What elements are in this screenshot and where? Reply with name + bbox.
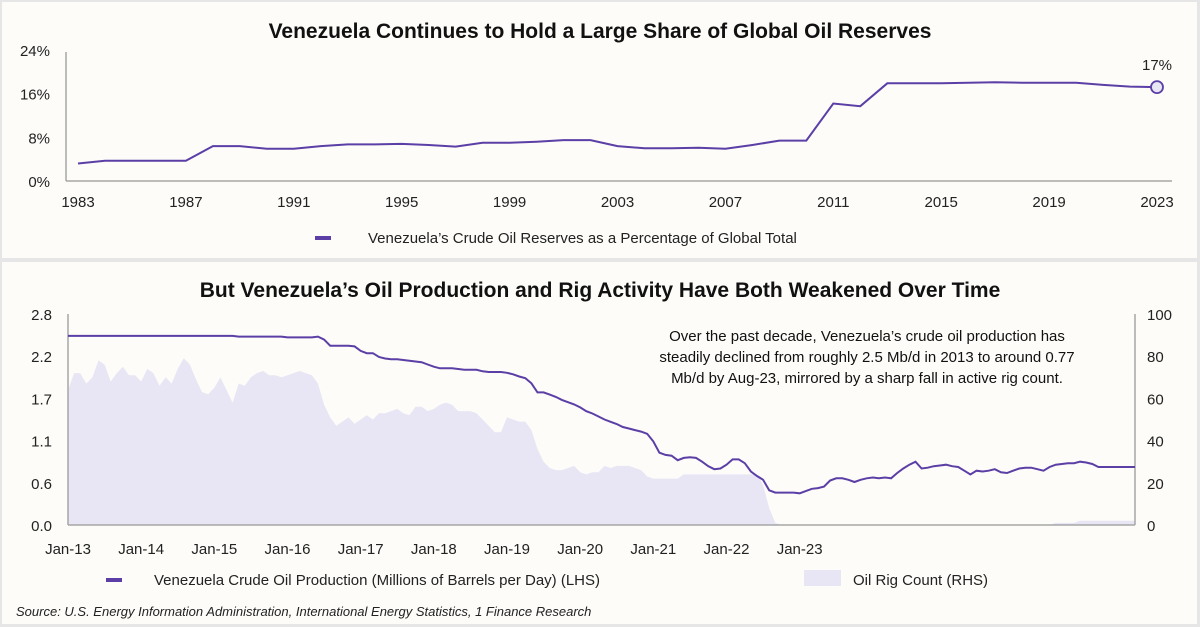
right-y-tick-label: 60	[1147, 391, 1164, 408]
x-tick-label: 2011	[817, 194, 849, 211]
production-legend-swatch	[106, 578, 122, 582]
reserves-last-value-label: 17%	[1142, 57, 1172, 74]
reserves-legend: Venezuela’s Crude Oil Reserves as a Perc…	[315, 230, 797, 247]
left-y-tick-label: 0.6	[31, 476, 52, 493]
production-chart-panel: But Venezuela’s Oil Production and Rig A…	[2, 262, 1197, 624]
production-legend: Venezuela Crude Oil Production (Millions…	[106, 570, 988, 589]
x-tick-label: 2023	[1140, 194, 1173, 211]
y-tick-label: 8%	[28, 130, 50, 147]
right-y-tick-label: 0	[1147, 518, 1155, 535]
y-tick-label: 0%	[28, 174, 50, 191]
reserves-chart: Venezuela Continues to Hold a Large Shar…	[20, 20, 1174, 247]
production-annotation: Over the past decade, Venezuela’s crude …	[659, 328, 1074, 387]
rig-count-legend-label: Oil Rig Count (RHS)	[853, 572, 988, 589]
x-tick-label: 1991	[277, 194, 310, 211]
x-tick-label: Jan-16	[265, 541, 311, 558]
x-tick-label: 1983	[61, 194, 94, 211]
annotation-line-3: Mb/d by Aug-23, mirrored by a sharp fall…	[671, 370, 1063, 387]
x-tick-label: 1995	[385, 194, 418, 211]
annotation-line-1: Over the past decade, Venezuela’s crude …	[669, 328, 1065, 345]
y-tick-label: 16%	[20, 87, 50, 104]
reserves-last-point-marker	[1150, 80, 1164, 95]
left-y-tick-label: 2.2	[31, 349, 52, 366]
x-tick-label: Jan-23	[777, 541, 823, 558]
left-y-tick-label: 0.0	[31, 518, 52, 535]
x-tick-label: Jan-18	[411, 541, 457, 558]
left-y-tick-label: 1.1	[31, 434, 52, 451]
x-tick-label: Jan-13	[45, 541, 91, 558]
reserves-series-line	[77, 81, 1158, 165]
right-y-tick-label: 80	[1147, 349, 1164, 366]
production-legend-label: Venezuela Crude Oil Production (Millions…	[154, 572, 600, 589]
x-tick-label: 1999	[493, 194, 526, 211]
x-tick-label: 2007	[709, 194, 742, 211]
left-y-tick-label: 1.7	[31, 391, 52, 408]
rig-count-legend-swatch	[804, 570, 841, 586]
x-tick-label: Jan-21	[630, 541, 676, 558]
production-chart-title: But Venezuela’s Oil Production and Rig A…	[200, 279, 1001, 302]
reserves-chart-panel: Venezuela Continues to Hold a Large Shar…	[2, 2, 1197, 258]
left-y-tick-label: 2.8	[31, 307, 52, 324]
reserves-legend-swatch	[315, 236, 331, 240]
reserves-chart-title: Venezuela Continues to Hold a Large Shar…	[269, 20, 932, 43]
annotation-line-2: steadily declined from roughly 2.5 Mb/d …	[659, 349, 1074, 366]
x-tick-label: 2015	[925, 194, 958, 211]
x-tick-label: Jan-14	[118, 541, 164, 558]
x-tick-label: Jan-19	[484, 541, 530, 558]
x-tick-label: Jan-20	[557, 541, 603, 558]
x-tick-label: 2003	[601, 194, 634, 211]
right-y-tick-label: 100	[1147, 307, 1172, 324]
production-chart: But Venezuela’s Oil Production and Rig A…	[16, 279, 1172, 619]
right-y-tick-label: 40	[1147, 434, 1164, 451]
x-tick-label: 2019	[1032, 194, 1065, 211]
y-tick-label: 24%	[20, 43, 50, 60]
rig-count-area	[68, 358, 1135, 525]
x-tick-label: Jan-15	[191, 541, 237, 558]
x-tick-label: Jan-22	[704, 541, 750, 558]
reserves-legend-label: Venezuela’s Crude Oil Reserves as a Perc…	[368, 230, 797, 247]
x-tick-label: Jan-17	[338, 541, 384, 558]
x-tick-label: 1987	[169, 194, 202, 211]
source-note: Source: U.S. Energy Information Administ…	[16, 604, 591, 619]
right-y-tick-label: 20	[1147, 476, 1164, 493]
production-series-line	[68, 334, 1135, 495]
